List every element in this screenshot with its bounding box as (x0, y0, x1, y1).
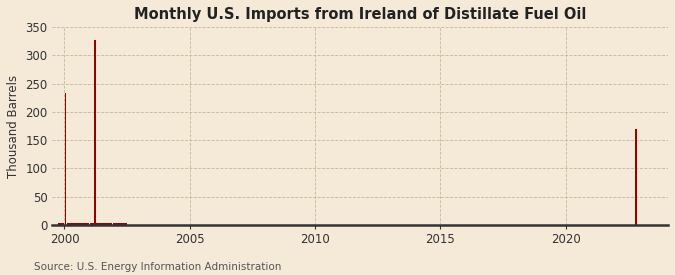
Bar (98, 223, 100, 225)
Bar (119, 223, 121, 225)
Bar (62, 223, 64, 225)
Bar (79, 223, 81, 225)
Bar (125, 223, 127, 225)
Bar (69, 223, 71, 225)
Bar (113, 223, 115, 225)
Bar (634, 129, 637, 225)
Bar (71, 223, 73, 225)
Bar (111, 223, 113, 225)
Bar (81, 223, 83, 225)
Bar (123, 223, 125, 225)
Bar (77, 223, 79, 225)
Bar (94, 40, 96, 225)
Bar (75, 223, 77, 225)
Bar (60, 223, 62, 225)
Bar (121, 223, 123, 225)
Y-axis label: Thousand Barrels: Thousand Barrels (7, 75, 20, 178)
Bar (117, 223, 119, 225)
Bar (88, 223, 90, 225)
Bar (67, 223, 69, 225)
Bar (100, 223, 102, 225)
Bar (86, 223, 87, 225)
Bar (73, 223, 75, 225)
Bar (58, 223, 60, 225)
Bar (115, 223, 117, 225)
Bar (92, 223, 94, 225)
Bar (102, 223, 104, 225)
Bar (106, 223, 108, 225)
Bar (104, 223, 106, 225)
Title: Monthly U.S. Imports from Ireland of Distillate Fuel Oil: Monthly U.S. Imports from Ireland of Dis… (134, 7, 586, 22)
Bar (96, 223, 98, 225)
Bar (83, 223, 85, 225)
Bar (90, 223, 92, 225)
Bar (65, 93, 66, 225)
Text: Source: U.S. Energy Information Administration: Source: U.S. Energy Information Administ… (34, 262, 281, 272)
Bar (109, 223, 110, 225)
